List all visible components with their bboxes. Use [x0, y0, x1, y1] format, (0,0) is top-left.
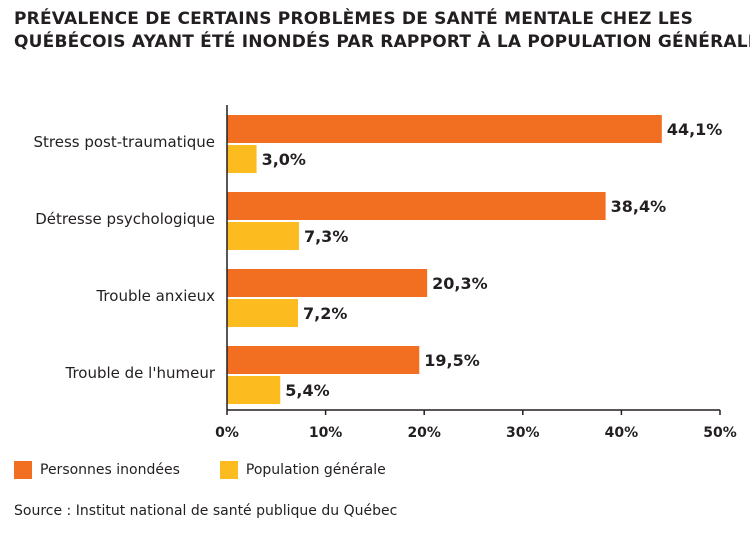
- legend-item-series-2: Population générale: [219, 461, 386, 479]
- bar-personnes-inondees: [227, 115, 662, 143]
- chart-title: PRÉVALENCE DE CERTAINS PROBLÈMES DE SANT…: [14, 8, 750, 54]
- data-label: 44,1%: [667, 120, 723, 139]
- bar-population-generale: [227, 145, 257, 173]
- chart-title-line-1: PRÉVALENCE DE CERTAINS PROBLÈMES DE SANT…: [14, 9, 694, 29]
- bar-personnes-inondees: [227, 192, 606, 220]
- data-label: 19,5%: [424, 351, 480, 370]
- bar-chart: Stress post-traumatique 44,1% 3,0% Détresse…: [33, 105, 737, 441]
- legend-item-series-1: Personnes inondées: [14, 461, 180, 479]
- bar-population-generale: [227, 299, 298, 327]
- legend-swatch-series-2: [219, 461, 238, 479]
- data-label: 7,2%: [303, 304, 347, 323]
- category-label: Trouble anxieux: [95, 287, 215, 305]
- legend-label-series-2: Population générale: [245, 462, 386, 478]
- x-tick-label: 30%: [506, 425, 540, 441]
- category-label: Stress post-traumatique: [33, 133, 215, 151]
- chart-title-line-2: QUÉBÉCOIS AYANT ÉTÉ INONDÉS PAR RAPPORT …: [14, 32, 750, 52]
- data-label: 38,4%: [611, 197, 667, 216]
- source-note: Source : Institut national de santé publ…: [14, 503, 398, 519]
- bar-personnes-inondees: [227, 269, 428, 297]
- category-label: Détresse psychologique: [35, 210, 215, 228]
- x-tick-label: 50%: [703, 425, 737, 441]
- data-label: 3,0%: [262, 150, 306, 169]
- bar-population-generale: [227, 376, 281, 404]
- category-label: Trouble de l'humeur: [64, 364, 215, 382]
- bar-population-generale: [227, 222, 299, 250]
- x-tick-label: 0%: [215, 425, 239, 441]
- legend-swatch-series-1: [14, 461, 32, 479]
- x-tick-label: 10%: [309, 425, 343, 441]
- data-label: 7,3%: [304, 227, 348, 246]
- data-label: 5,4%: [285, 381, 329, 400]
- legend-label-series-1: Personnes inondées: [40, 462, 180, 478]
- bar-personnes-inondees: [227, 346, 420, 374]
- data-label: 20,3%: [432, 274, 488, 293]
- legend: Personnes inondées Population générale: [14, 460, 386, 480]
- x-tick-label: 40%: [605, 425, 639, 441]
- x-tick-label: 20%: [407, 425, 441, 441]
